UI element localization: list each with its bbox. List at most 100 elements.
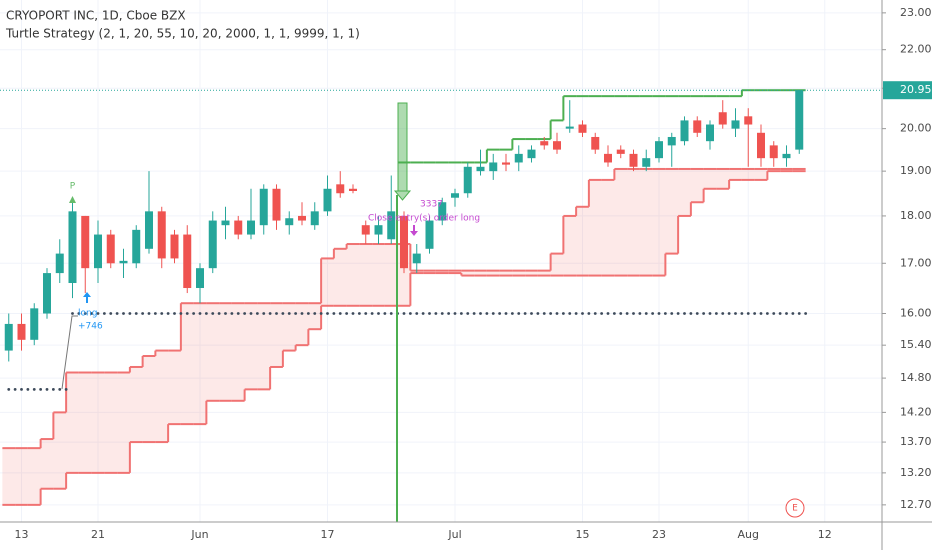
band-fill — [180, 303, 194, 425]
candle-body — [310, 211, 319, 226]
x-tick-label: 15 — [576, 528, 590, 541]
y-tick-label: 15.40 — [900, 338, 932, 351]
band-fill — [244, 303, 258, 390]
stop-dot — [77, 312, 81, 315]
stop-dot — [262, 312, 266, 315]
candle-body — [30, 308, 39, 340]
band-fill — [550, 253, 564, 276]
candle-body — [145, 211, 153, 249]
band-fill — [27, 448, 41, 505]
stop-dot — [555, 312, 559, 315]
band-fill — [703, 168, 717, 189]
stop-dot — [332, 312, 336, 315]
stop-dot — [64, 387, 68, 391]
stop-dot — [211, 312, 215, 315]
stop-dot — [676, 312, 680, 315]
candle-body — [578, 124, 587, 133]
stop-dot — [45, 387, 49, 391]
exit-marker-box — [397, 102, 408, 192]
candle-body — [272, 188, 281, 221]
y-tick-label: 12.70 — [900, 498, 932, 511]
candle-body — [642, 158, 651, 167]
band-fill — [155, 350, 169, 443]
candle-body — [247, 220, 255, 235]
stop-dot — [275, 312, 278, 315]
entry-profit: +746 — [78, 322, 103, 332]
candle-body — [183, 234, 192, 289]
stop-dot — [746, 312, 750, 315]
candle-body — [412, 253, 421, 264]
stop-dot — [434, 312, 438, 315]
stop-dot — [204, 312, 208, 315]
candle-body — [655, 141, 663, 159]
candle-body — [476, 166, 485, 172]
band-fill — [66, 372, 79, 473]
stop-dot — [357, 312, 361, 315]
stop-dot — [179, 312, 183, 315]
stop-dot — [134, 312, 138, 315]
candle-body — [769, 145, 778, 159]
stop-dot — [319, 312, 323, 315]
stop-dot — [160, 312, 164, 315]
candle-body — [744, 116, 753, 125]
y-tick-label: 22.00 — [900, 43, 932, 56]
x-tick-label: Aug — [738, 528, 759, 541]
stop-dot — [313, 312, 317, 315]
candle-body — [55, 253, 64, 274]
candle-body — [208, 220, 217, 269]
band-fill — [40, 439, 54, 489]
pivot-triangle — [69, 196, 76, 203]
candle-body — [616, 149, 625, 154]
candle-body — [336, 184, 345, 194]
y-tick-label: 23.00 — [900, 6, 932, 19]
stop-dot — [504, 312, 508, 315]
stop-dot — [536, 312, 540, 315]
stop-dot — [39, 387, 43, 391]
band-fill — [754, 168, 768, 180]
band-fill — [576, 206, 589, 276]
candle-body — [298, 215, 306, 221]
candle-body — [361, 225, 370, 235]
earnings-badge — [785, 498, 805, 518]
candle-body — [757, 132, 765, 159]
candle-body — [157, 211, 166, 259]
candle-body — [706, 124, 714, 142]
stop-dot — [281, 312, 285, 315]
band-fill — [2, 448, 16, 505]
band-fill — [219, 303, 232, 401]
entry-arrow — [83, 292, 91, 303]
candle-body — [68, 211, 77, 284]
stop-dot — [421, 312, 425, 315]
x-tick-label: 23 — [652, 528, 666, 541]
candle-body — [527, 149, 536, 159]
band-fill — [652, 168, 666, 276]
stop-dot — [147, 312, 151, 315]
band-fill — [448, 270, 462, 274]
stop-dot — [485, 312, 489, 315]
stop-dot — [268, 312, 272, 315]
band-fill — [333, 248, 347, 306]
band-fill — [499, 270, 513, 276]
stop-dot — [415, 312, 419, 315]
exit-qty: 3337 — [420, 200, 443, 210]
stop-dot — [402, 312, 406, 315]
band-fill — [792, 168, 806, 172]
candle-body — [553, 141, 561, 150]
stop-dot — [236, 312, 240, 315]
stop-dot — [224, 312, 227, 315]
band-fill — [512, 270, 526, 276]
stop-dot — [115, 312, 119, 315]
band-fill — [716, 168, 730, 189]
candle-body — [285, 218, 294, 226]
candle-body — [795, 90, 804, 150]
candle-body — [425, 220, 434, 249]
stop-dot — [459, 312, 463, 315]
stop-dot — [51, 387, 55, 391]
stop-dot — [625, 312, 629, 315]
y-tick-label: 20.00 — [900, 122, 932, 135]
stop-dot — [428, 312, 431, 315]
band-fill — [474, 270, 487, 276]
candle-body — [718, 112, 727, 125]
band-fill — [741, 168, 755, 180]
